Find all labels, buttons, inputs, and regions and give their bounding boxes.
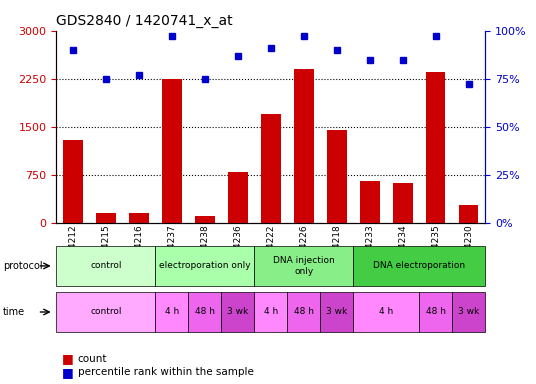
Bar bbox=[426, 72, 445, 223]
Text: control: control bbox=[90, 262, 122, 270]
Bar bbox=[360, 181, 379, 223]
Bar bbox=[195, 216, 214, 223]
Bar bbox=[393, 183, 413, 223]
Text: ■: ■ bbox=[62, 353, 73, 366]
Text: DNA injection
only: DNA injection only bbox=[273, 256, 334, 276]
Bar bbox=[459, 205, 479, 223]
Text: 4 h: 4 h bbox=[264, 308, 278, 316]
Text: electroporation only: electroporation only bbox=[159, 262, 250, 270]
Text: 48 h: 48 h bbox=[426, 308, 445, 316]
Bar bbox=[228, 172, 248, 223]
Text: time: time bbox=[3, 307, 25, 317]
Bar bbox=[261, 114, 280, 223]
Text: DNA electroporation: DNA electroporation bbox=[373, 262, 465, 270]
Bar bbox=[63, 139, 83, 223]
Text: 48 h: 48 h bbox=[195, 308, 215, 316]
Text: 4 h: 4 h bbox=[165, 308, 179, 316]
Text: percentile rank within the sample: percentile rank within the sample bbox=[78, 367, 254, 377]
Text: ■: ■ bbox=[62, 366, 73, 379]
Text: 3 wk: 3 wk bbox=[326, 308, 347, 316]
Bar bbox=[294, 69, 314, 223]
Text: 48 h: 48 h bbox=[294, 308, 314, 316]
Text: 4 h: 4 h bbox=[379, 308, 393, 316]
Text: protocol: protocol bbox=[3, 261, 42, 271]
Text: 3 wk: 3 wk bbox=[227, 308, 248, 316]
Text: control: control bbox=[90, 308, 122, 316]
Text: GDS2840 / 1420741_x_at: GDS2840 / 1420741_x_at bbox=[56, 14, 233, 28]
Bar bbox=[327, 130, 347, 223]
Text: count: count bbox=[78, 354, 107, 364]
Text: 3 wk: 3 wk bbox=[458, 308, 479, 316]
Bar bbox=[162, 79, 182, 223]
Bar bbox=[129, 213, 148, 223]
Bar bbox=[96, 213, 116, 223]
